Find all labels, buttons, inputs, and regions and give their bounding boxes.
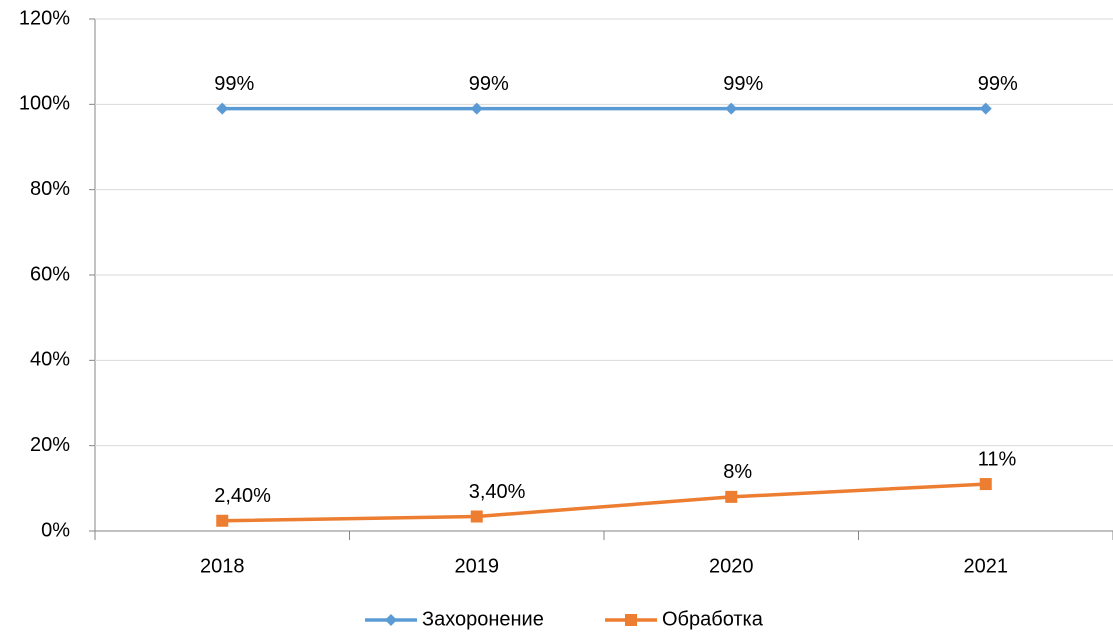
marker xyxy=(470,102,483,115)
data-label: 2,40% xyxy=(214,485,271,507)
data-label: 99% xyxy=(723,73,763,95)
data-label: 3,40% xyxy=(469,481,526,503)
y-tick-label: 80% xyxy=(30,178,70,200)
marker xyxy=(725,490,738,503)
y-tick-label: 120% xyxy=(19,7,70,29)
y-tick-label: 20% xyxy=(30,434,70,456)
y-tick-label: 40% xyxy=(30,349,70,371)
marker xyxy=(385,614,397,626)
marker xyxy=(216,102,229,115)
legend-label: Обработка xyxy=(662,608,764,630)
x-tick-label: 2020 xyxy=(709,555,754,577)
marker xyxy=(979,478,992,491)
y-tick-label: 0% xyxy=(41,519,70,541)
x-tick-label: 2018 xyxy=(200,555,245,577)
data-label: 99% xyxy=(469,73,509,95)
x-tick-label: 2019 xyxy=(455,555,500,577)
marker xyxy=(979,102,992,115)
marker xyxy=(216,514,229,527)
marker xyxy=(470,510,483,523)
marker xyxy=(725,102,738,115)
legend-label: Захоронение xyxy=(422,608,544,630)
marker xyxy=(625,614,637,626)
y-tick-label: 60% xyxy=(30,263,70,285)
x-tick-label: 2021 xyxy=(964,555,1009,577)
data-label: 99% xyxy=(214,73,254,95)
data-label: 11% xyxy=(978,448,1017,470)
series-line xyxy=(222,482,986,523)
y-tick-label: 100% xyxy=(19,93,70,115)
data-label: 99% xyxy=(978,73,1018,95)
data-label: 8% xyxy=(723,461,752,483)
